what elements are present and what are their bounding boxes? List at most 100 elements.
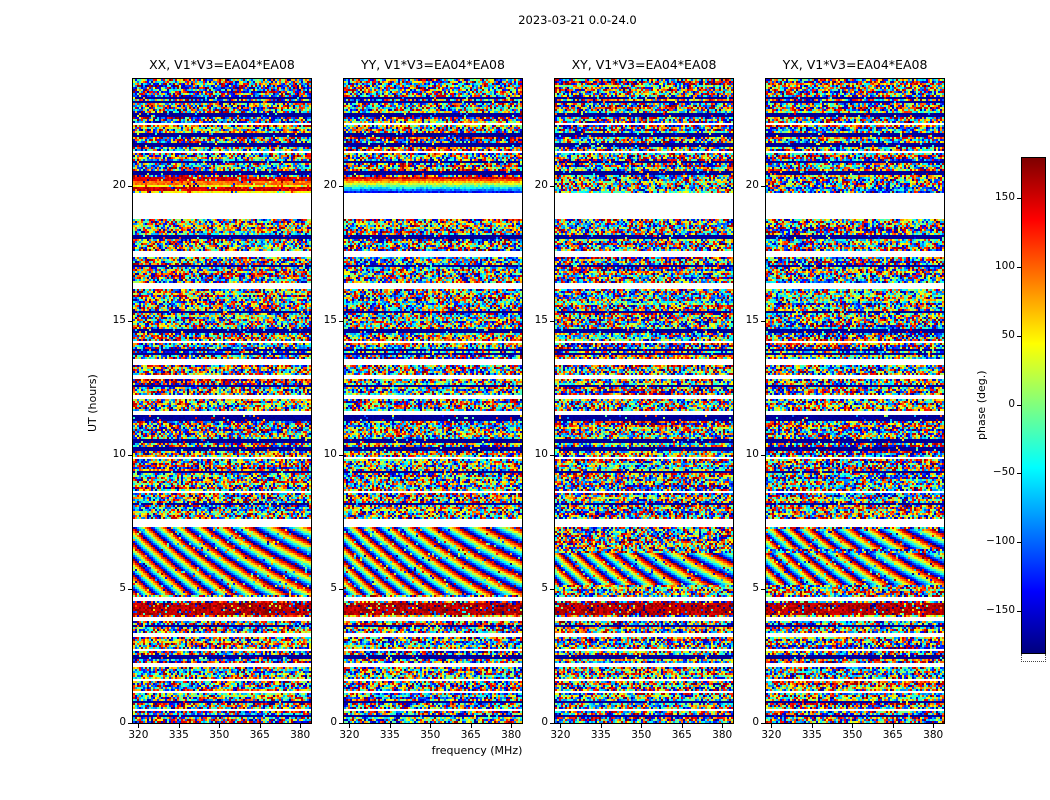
y-tick-mark [761, 454, 765, 456]
y-tick-label: 5 [119, 581, 126, 594]
y-tick-mark [761, 723, 765, 724]
x-tick-mark [852, 724, 854, 728]
y-tick-label: 10 [745, 447, 759, 460]
y-tick-mark [339, 588, 343, 590]
x-tick-mark [219, 724, 221, 728]
y-tick-label: 20 [745, 179, 759, 192]
heatmap-canvas-yx [766, 79, 944, 723]
colorbar-tick-mark [1017, 267, 1021, 268]
panel-title-xy: XY, V1*V3=EA04*EA08 [571, 57, 717, 72]
y-tick-label: 0 [119, 716, 126, 728]
figure-title: 2023-03-21 0.0-24.0 [518, 13, 637, 27]
x-tick-mark [178, 724, 180, 728]
x-tick-label: 380 [501, 729, 522, 741]
x-tick-mark [300, 724, 302, 728]
y-tick-mark [339, 454, 343, 456]
x-tick-mark [641, 724, 643, 728]
colorbar-tick-label: −100 [986, 535, 1015, 547]
y-tick-label: 0 [752, 716, 759, 728]
y-tick-mark [550, 320, 554, 322]
x-tick-label: 380 [923, 729, 944, 741]
colorbar-tick-label: 100 [994, 260, 1015, 272]
x-tick-label: 380 [712, 729, 733, 741]
x-tick-mark [349, 724, 351, 728]
heatmap-canvas-xy [555, 79, 733, 723]
colorbar-tick-mark [1017, 335, 1021, 337]
panel-title-yy: YY, V1*V3=EA04*EA08 [361, 57, 505, 72]
y-tick-label: 5 [330, 581, 337, 594]
x-tick-mark [470, 724, 472, 728]
x-tick-mark [389, 724, 391, 728]
y-tick-label: 10 [323, 447, 337, 460]
y-tick-label: 15 [112, 313, 126, 326]
y-tick-label: 0 [541, 716, 548, 728]
x-tick-mark [771, 724, 773, 728]
x-tick-label: 365 [460, 729, 481, 741]
colorbar-tick-mark [1017, 473, 1021, 475]
x-tick-label: 335 [801, 729, 822, 741]
y-tick-label: 20 [534, 179, 548, 192]
colorbar-tick-mark [1017, 198, 1021, 200]
y-tick-mark [761, 186, 765, 188]
x-tick-mark [681, 724, 683, 728]
colorbar-tick-label: 50 [1001, 328, 1015, 341]
colorbar-tick-label: −50 [992, 466, 1015, 479]
x-tick-label: 320 [339, 729, 360, 741]
y-axis-label: UT (hours) [86, 374, 99, 432]
colorbar-tick-mark [1017, 542, 1021, 543]
y-tick-mark [128, 186, 132, 188]
x-axis-label: frequency (MHz) [431, 744, 523, 757]
x-tick-mark [138, 724, 140, 728]
panel-title-yx: YX, V1*V3=EA04*EA08 [782, 57, 928, 72]
x-tick-label: 365 [671, 729, 692, 741]
y-tick-label: 15 [323, 313, 337, 326]
y-tick-label: 5 [541, 581, 548, 594]
panel-yx [765, 78, 945, 724]
colorbar-tick-mark [1017, 610, 1021, 612]
x-tick-label: 320 [128, 729, 149, 741]
x-tick-label: 335 [168, 729, 189, 741]
y-tick-label: 15 [745, 313, 759, 326]
x-tick-label: 350 [631, 729, 652, 741]
colorbar-tick-mark [1017, 404, 1021, 406]
x-tick-label: 350 [209, 729, 230, 741]
x-tick-label: 320 [761, 729, 782, 741]
x-tick-label: 365 [249, 729, 270, 741]
x-tick-mark [933, 724, 935, 728]
x-tick-label: 335 [379, 729, 400, 741]
colorbar-under-extension [1021, 654, 1046, 662]
x-tick-label: 320 [550, 729, 571, 741]
y-tick-label: 10 [112, 447, 126, 460]
y-tick-label: 20 [323, 179, 337, 192]
colorbar-tick-label: 0 [1008, 397, 1015, 410]
y-tick-label: 20 [112, 179, 126, 192]
x-tick-label: 365 [882, 729, 903, 741]
panel-title-xx: XX, V1*V3=EA04*EA08 [149, 57, 295, 72]
y-tick-mark [339, 186, 343, 188]
y-tick-mark [550, 723, 554, 724]
y-tick-mark [761, 320, 765, 322]
y-tick-mark [128, 723, 132, 724]
y-tick-mark [339, 320, 343, 322]
y-tick-label: 10 [534, 447, 548, 460]
y-tick-mark [761, 588, 765, 590]
panel-xy [554, 78, 734, 724]
x-tick-mark [811, 724, 813, 728]
y-tick-mark [550, 186, 554, 188]
x-tick-mark [259, 724, 261, 728]
x-tick-mark [892, 724, 894, 728]
y-tick-mark [550, 588, 554, 590]
y-tick-mark [339, 723, 343, 724]
colorbar-tick-label: −150 [986, 603, 1015, 616]
x-tick-mark [560, 724, 562, 728]
x-tick-label: 335 [590, 729, 611, 741]
y-tick-label: 0 [330, 716, 337, 728]
x-tick-mark [600, 724, 602, 728]
colorbar [1021, 157, 1046, 654]
y-tick-label: 15 [534, 313, 548, 326]
panel-xx [132, 78, 312, 724]
y-tick-mark [128, 588, 132, 590]
x-tick-mark [511, 724, 513, 728]
x-tick-label: 350 [842, 729, 863, 741]
